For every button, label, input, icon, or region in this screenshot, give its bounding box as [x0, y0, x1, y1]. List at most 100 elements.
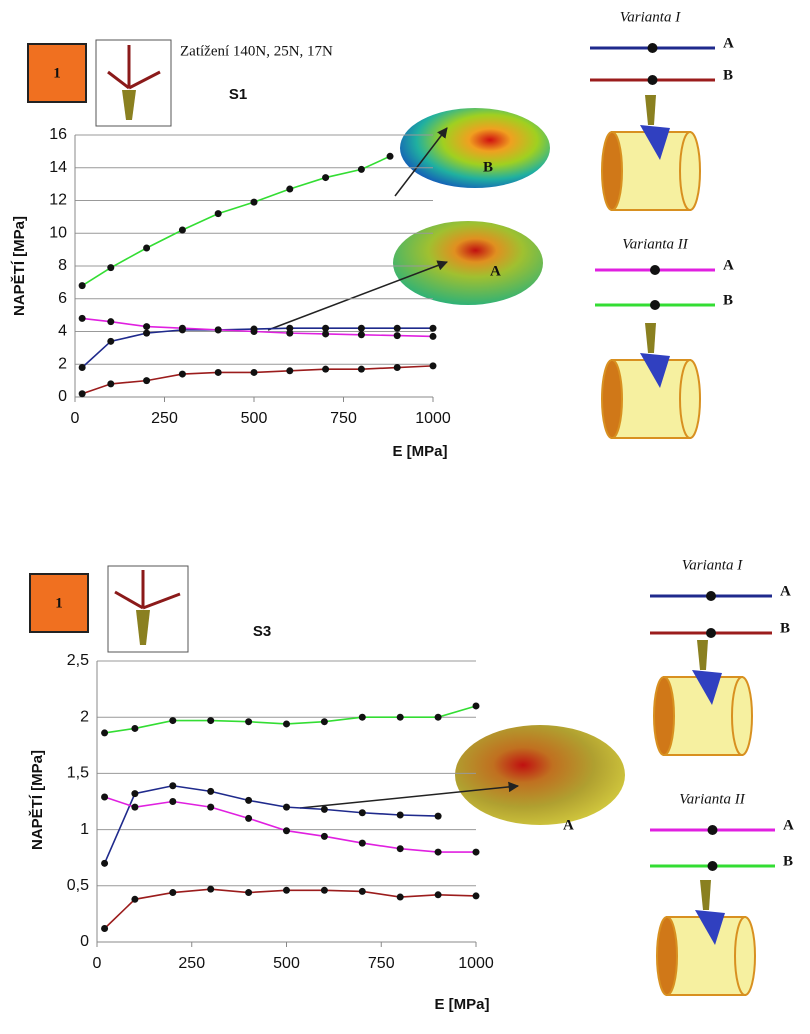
data-point: [169, 717, 177, 725]
y-tick-label: 4: [58, 323, 67, 340]
data-point: [214, 210, 222, 218]
data-point: [358, 887, 366, 895]
data-point: [472, 848, 480, 856]
annotation: A: [490, 263, 501, 279]
y-tick-label: 8: [58, 257, 67, 274]
data-point: [131, 790, 139, 798]
annotation: B: [483, 159, 493, 175]
data-point: [434, 812, 442, 820]
data-point: [245, 814, 253, 822]
data-point: [396, 811, 404, 819]
y-tick-label: 2: [80, 708, 89, 725]
data-point: [245, 796, 253, 804]
data-point: [393, 364, 401, 372]
series-line: [103, 784, 439, 864]
data-point: [131, 895, 139, 903]
y-tick-label: 14: [49, 159, 67, 176]
data-point: [107, 337, 115, 345]
x-axis-label: E [MPa]: [434, 996, 489, 1013]
y-tick-label: 12: [49, 192, 67, 209]
y-tick-label: 2,5: [67, 652, 89, 669]
data-point: [320, 805, 328, 813]
data-point: [358, 839, 366, 847]
data-point: [434, 848, 442, 856]
data-point: [178, 370, 186, 378]
data-point: [286, 329, 294, 337]
legend-label: A: [723, 35, 734, 51]
legend-label: A: [780, 583, 791, 599]
data-point: [358, 809, 366, 817]
chart-title: S1: [229, 86, 247, 103]
data-point: [107, 318, 115, 326]
data-point: [429, 324, 437, 332]
data-point: [320, 718, 328, 726]
y-tick-label: 1: [80, 821, 89, 838]
chart-title: S3: [253, 623, 271, 640]
data-point: [472, 892, 480, 900]
caption: Zatížení 140N, 25N, 17N: [180, 43, 333, 59]
series-line: [104, 705, 477, 734]
data-point: [429, 362, 437, 370]
data-point: [396, 845, 404, 853]
y-tick-label: 0,5: [67, 877, 89, 894]
data-point: [78, 364, 86, 372]
data-point: [207, 787, 215, 795]
data-point: [131, 803, 139, 811]
data-point: [78, 314, 86, 322]
data-point: [169, 782, 177, 790]
decoration: [27, 39, 756, 996]
data-point: [434, 891, 442, 899]
legend-marker: [707, 825, 718, 835]
y-axis-label: NAPĚTÍ [MPa]: [28, 750, 46, 850]
data-point: [357, 331, 365, 339]
data-point: [322, 174, 330, 182]
y-tick-label: 6: [58, 290, 67, 307]
legend-group-title: Varianta II: [622, 236, 688, 252]
data-point: [101, 793, 109, 801]
legend-marker: [650, 265, 660, 275]
legend-label: A: [783, 817, 794, 833]
data-point: [207, 885, 215, 893]
x-tick-label: 500: [273, 955, 300, 972]
data-point: [214, 326, 222, 334]
data-point: [207, 803, 215, 811]
data-point: [169, 889, 177, 897]
data-point: [107, 264, 115, 272]
data-point: [283, 886, 290, 894]
legend-marker: [650, 300, 660, 310]
y-tick-label: 2: [58, 355, 67, 372]
data-point: [245, 718, 253, 726]
x-tick-label: 750: [330, 410, 357, 427]
data-point: [283, 720, 290, 728]
legend-label: B: [780, 620, 790, 636]
x-tick-label: 0: [71, 410, 80, 427]
legend-label: B: [783, 853, 793, 869]
y-tick-label: 16: [49, 126, 67, 143]
x-axis-label: E [MPa]: [392, 443, 447, 460]
y-tick-label: 0: [58, 388, 67, 405]
legend-group-title: Varianta II: [679, 791, 745, 807]
data-point: [143, 323, 151, 331]
series-line: [104, 796, 476, 853]
x-tick-label: 0: [93, 955, 102, 972]
data-point: [286, 185, 294, 193]
data-point: [396, 893, 404, 901]
series-line: [81, 155, 391, 287]
data-point: [286, 367, 294, 375]
data-point: [472, 702, 480, 710]
data-point: [78, 390, 86, 398]
data-point: [250, 368, 258, 376]
data-point: [286, 324, 294, 332]
legend-marker: [647, 75, 658, 85]
data-point: [322, 330, 330, 338]
data-point: [101, 859, 109, 867]
x-tick-label: 750: [368, 955, 395, 972]
badge: 1: [55, 595, 63, 611]
series-line: [104, 888, 477, 930]
y-tick-label: 1,5: [67, 765, 89, 782]
data-point: [78, 282, 86, 290]
annotation: A: [563, 817, 574, 833]
data-point: [393, 332, 401, 340]
series-line: [81, 365, 434, 395]
